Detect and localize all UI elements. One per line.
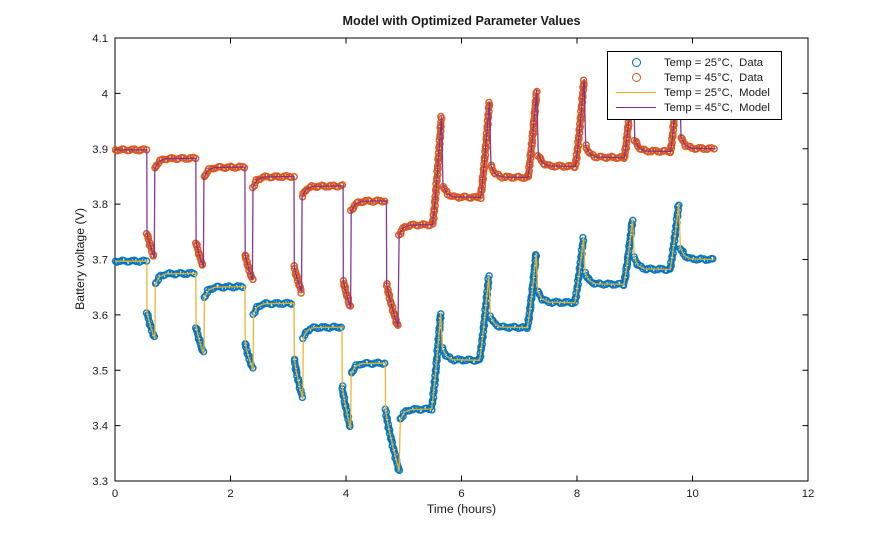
data-point-marker: [695, 143, 704, 152]
data-point-marker: [584, 147, 592, 155]
legend-label: Temp = 45°C, Data: [664, 71, 764, 84]
data-point-marker: [488, 163, 496, 172]
model-line-temp45: [115, 60, 716, 328]
legend-item-temp45-model: Temp = 45°C, Model: [608, 100, 781, 115]
y-tick-label: 3.7: [92, 255, 108, 267]
y-tick-label: 3.6: [92, 310, 108, 322]
y-tick-label: 3.5: [92, 365, 108, 377]
model-line-temp25: [115, 203, 714, 472]
data-point-marker: [306, 183, 314, 192]
data-point-marker: [238, 283, 247, 292]
legend-item-temp45-data: Temp = 45°C, Data: [608, 70, 781, 85]
x-tick-label: 10: [686, 488, 699, 500]
legend-item-temp25-data: Temp = 25°C, Data: [608, 55, 781, 70]
x-tick-label: 4: [343, 488, 349, 500]
legend-swatch-zone: [608, 58, 664, 67]
x-tick-label: 8: [574, 488, 580, 500]
y-tick-label: 3.8: [92, 199, 108, 211]
data-point-marker: [313, 324, 322, 333]
x-tick-label: 0: [112, 488, 118, 500]
data-point-marker: [685, 254, 693, 262]
y-tick-label: 3.3: [92, 476, 108, 488]
data-point-marker: [519, 322, 527, 331]
legend-swatch-zone: [608, 107, 664, 108]
data-point-marker: [378, 197, 386, 206]
circle-marker-icon: [631, 73, 641, 82]
x-tick-label: 12: [802, 488, 815, 500]
x-axis-label: Time (hours): [426, 502, 497, 516]
legend-label: Temp = 25°C, Model: [664, 86, 770, 99]
data-point-marker: [644, 148, 652, 156]
data-point-marker: [244, 350, 252, 359]
data-point-marker: [244, 262, 252, 270]
legend-label: Temp = 25°C, Data: [664, 56, 764, 69]
line-swatch-icon: [616, 92, 656, 93]
x-tick-label: 6: [458, 488, 464, 500]
legend-swatch-zone: [608, 92, 664, 93]
chart-title: Model with Optimized Parameter Values: [342, 14, 581, 28]
data-point-marker: [182, 155, 190, 163]
data-point-marker: [498, 174, 506, 182]
y-axis-label: Battery voltage (V): [73, 208, 87, 310]
data-point-marker: [183, 270, 191, 278]
y-tick-label: 3.4: [92, 421, 108, 433]
data-point-marker: [180, 270, 188, 279]
data-point-marker: [322, 183, 330, 191]
legend-item-temp25-model: Temp = 25°C, Model: [608, 85, 781, 100]
y-tick-label: 3.9: [92, 144, 108, 156]
x-tick-label: 2: [227, 488, 233, 500]
legend-box: Temp = 25°C, Data Temp = 45°C, Data Temp…: [607, 51, 782, 120]
y-tick-label: 4: [102, 88, 108, 100]
legend-label: Temp = 45°C, Model: [664, 101, 770, 114]
data-point-marker: [637, 145, 645, 153]
y-tick-label: 4.1: [92, 33, 108, 45]
circle-marker-icon: [631, 58, 641, 67]
legend-swatch-zone: [608, 73, 664, 82]
line-swatch-icon: [616, 107, 656, 108]
